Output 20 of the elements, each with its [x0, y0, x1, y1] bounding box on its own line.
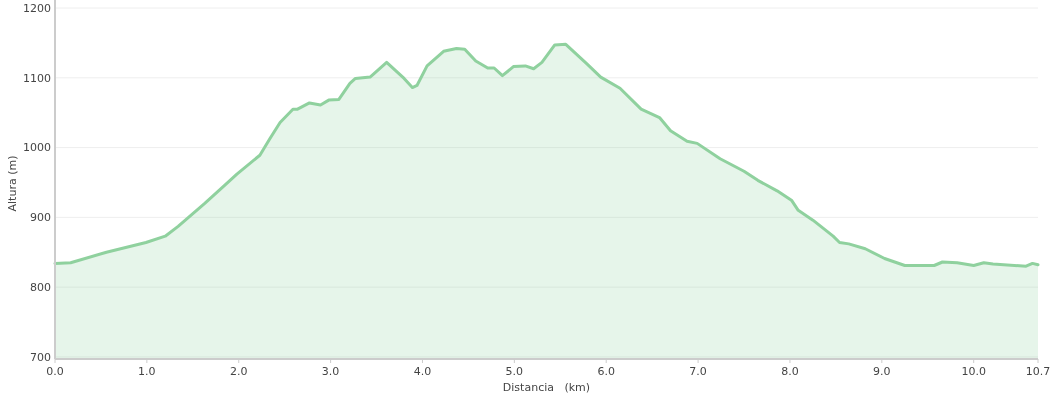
x-tick-label: 10.7 [1025, 365, 1051, 378]
x-tick-label: 9.0 [873, 365, 891, 378]
x-axis-title: Distancia (km) [502, 381, 591, 394]
y-tick-label: 1200 [23, 1, 51, 15]
x-tick-label: 7.0 [689, 365, 707, 378]
y-tick-label: 1000 [23, 141, 51, 155]
y-axis-title: Altura (m) [6, 155, 19, 212]
x-tick-label: 3.0 [321, 365, 340, 378]
x-tick-label: 4.0 [413, 365, 432, 378]
x-tick-label: 2.0 [229, 365, 248, 378]
y-tick-label: 700 [30, 350, 51, 364]
x-tick-label: 1.0 [138, 365, 156, 378]
x-tick-label: 5.0 [505, 365, 524, 378]
y-tick-label: 900 [30, 211, 51, 225]
x-tick-label: 0.0 [46, 365, 64, 378]
y-tick-label: 800 [30, 280, 51, 294]
y-tick-label: 1100 [23, 71, 51, 85]
x-tick-label: 8.0 [781, 365, 799, 378]
x-tick-label: 10.0 [961, 365, 986, 378]
x-tick-label: 6.0 [597, 365, 615, 378]
